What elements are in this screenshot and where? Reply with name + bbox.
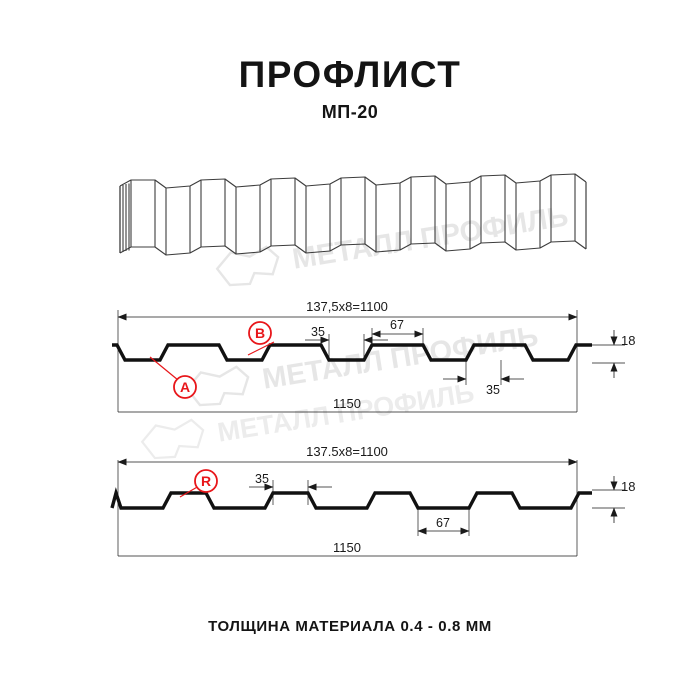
- section-a-dim-35-lower: 35: [443, 360, 524, 397]
- section-b-extension-lines: [117, 460, 625, 556]
- callout-a-label: A: [180, 379, 190, 395]
- callout-b: B: [247, 321, 275, 356]
- section-a-dim-35-lower-label: 35: [486, 383, 500, 397]
- section-a-dim-67-label: 67: [390, 318, 404, 332]
- watermark-logo-icon: [140, 418, 205, 460]
- watermark-logo-icon: [185, 365, 250, 407]
- section-b-dim-bottom-label: 1150: [333, 540, 361, 555]
- isometric-profile-view: [119, 173, 587, 256]
- section-a-dim-top: 137,5x8=1100: [117, 299, 578, 321]
- section-a-view: 137,5x8=1100 1150 35 67: [112, 299, 635, 413]
- section-b-dim-top-label: 137.5x8=1100: [306, 444, 388, 459]
- section-b-dim-67-label: 67: [436, 516, 450, 530]
- section-a-profile-path: [112, 343, 592, 362]
- section-b-dim-height: 18: [610, 476, 635, 523]
- watermark-group: МЕТАЛЛ ПРОФИЛЬ МЕТАЛЛ ПРОФИЛЬ МЕТАЛЛ ПРО…: [140, 201, 570, 460]
- callout-r: R: [179, 469, 218, 498]
- section-a-dim-bottom: 1150: [118, 396, 577, 413]
- callout-r-circle: [194, 469, 218, 493]
- section-a-dim-height: 18: [610, 330, 635, 378]
- watermark-logo-icon: [215, 245, 280, 287]
- section-a-dim-35-upper-label: 35: [311, 325, 325, 339]
- section-b-profile-path: [110, 487, 592, 510]
- section-b-dim-67: 67: [417, 508, 470, 536]
- section-b-dim-top: 137.5x8=1100: [117, 444, 578, 466]
- section-b-dim-35: 35: [249, 472, 332, 505]
- section-a-dim-bottom-label: 1150: [333, 396, 361, 411]
- section-b-view: 137.5x8=1100 1150 35 67 18: [110, 444, 635, 557]
- page-title: ПРОФЛИСТ: [238, 54, 462, 95]
- section-b-dim-bottom: 1150: [118, 540, 577, 557]
- watermark-1: МЕТАЛЛ ПРОФИЛЬ: [215, 201, 570, 287]
- section-a-extension-lines: [117, 310, 625, 412]
- section-a-dim-67: 67: [371, 318, 424, 347]
- watermark-text: МЕТАЛЛ ПРОФИЛЬ: [215, 378, 476, 448]
- watermark-text: МЕТАЛЛ ПРОФИЛЬ: [290, 201, 570, 276]
- callout-a: A: [149, 356, 197, 399]
- callout-a-circle: [173, 375, 197, 399]
- callout-b-circle: [248, 321, 272, 345]
- material-thickness-caption: ТОЛЩИНА МАТЕРИАЛА 0.4 - 0.8 ММ: [208, 618, 492, 635]
- section-b-dim-35-label: 35: [255, 472, 269, 486]
- section-a-dim-height-label: 18: [621, 333, 635, 348]
- section-b-dim-height-label: 18: [621, 479, 635, 494]
- section-a-dim-35-upper: 35: [305, 325, 388, 360]
- callout-r-label: R: [201, 473, 211, 489]
- model-subtitle: МП-20: [321, 102, 379, 122]
- section-a-dim-top-label: 137,5x8=1100: [306, 299, 388, 314]
- callout-b-label: B: [255, 325, 265, 341]
